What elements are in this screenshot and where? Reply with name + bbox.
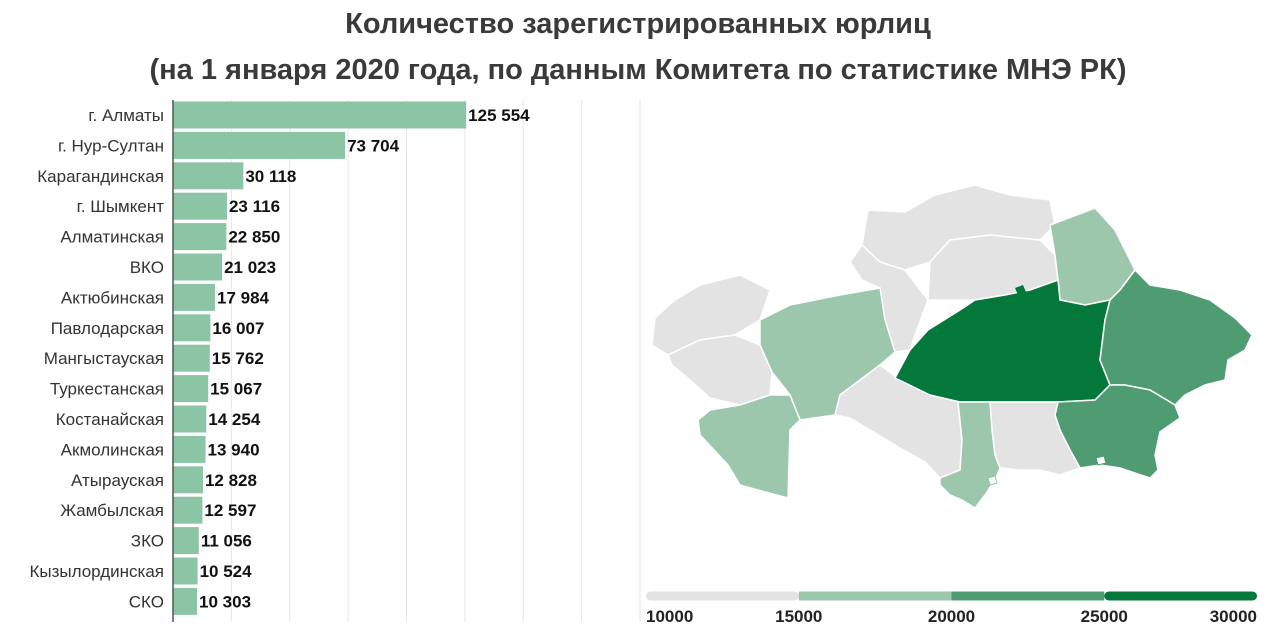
map-city-shymkent xyxy=(987,475,998,486)
value-label: 23 116 xyxy=(229,197,280,216)
bar xyxy=(173,253,223,281)
bar xyxy=(173,496,203,524)
value-label: 10 303 xyxy=(199,592,251,611)
category-label: СКО xyxy=(129,592,164,611)
legend-tick-label: 20000 xyxy=(928,607,975,626)
category-label: Карагандинская xyxy=(37,167,164,186)
category-label: Акмолинская xyxy=(61,440,164,459)
color-scale-legend: 10000 15000 20000 25000 30000 xyxy=(646,591,1257,626)
legend-bin xyxy=(798,591,952,601)
bar xyxy=(173,283,215,311)
legend-bin xyxy=(1104,591,1257,601)
value-label: 13 940 xyxy=(208,440,260,459)
category-label: Павлодарская xyxy=(51,319,164,338)
bar xyxy=(173,466,203,494)
category-label: г. Шымкент xyxy=(77,197,165,216)
category-label: Алматинская xyxy=(60,228,164,247)
bar xyxy=(173,375,209,403)
kazakhstan-region-map xyxy=(651,184,1253,509)
category-label: ЗКО xyxy=(131,532,164,551)
category-label: Костанайская xyxy=(56,410,164,429)
value-labels: 125 554 73 704 30 118 23 116 22 850 21 023 17 … xyxy=(199,106,530,611)
value-label: 22 850 xyxy=(228,228,280,247)
bar-series xyxy=(173,101,467,615)
bar xyxy=(173,527,199,555)
bar xyxy=(173,344,210,372)
category-label: ВКО xyxy=(130,258,164,277)
category-label: г. Алматы xyxy=(88,106,164,125)
value-label: 11 056 xyxy=(201,532,252,551)
bar xyxy=(173,405,207,433)
category-label: Актюбинская xyxy=(61,288,164,307)
value-label: 12 828 xyxy=(205,471,257,490)
category-label: Кызылординская xyxy=(29,562,164,581)
grid-lines xyxy=(230,100,641,622)
bar xyxy=(173,101,467,129)
chart-subtitle: (на 1 января 2020 года, по данным Комите… xyxy=(149,54,1127,86)
bar xyxy=(173,192,227,220)
value-label: 10 524 xyxy=(200,562,253,581)
legend-tick-label: 25000 xyxy=(1081,607,1128,626)
legend-tick-label: 30000 xyxy=(1210,607,1257,626)
category-label: Жамбылская xyxy=(60,501,164,520)
bar xyxy=(173,314,211,342)
value-label: 125 554 xyxy=(468,106,530,125)
map-region-mangystau xyxy=(697,394,801,499)
category-label: Мангыстауская xyxy=(44,349,164,368)
category-label: г. Нур-Султан xyxy=(58,136,164,155)
category-label: Атырауская xyxy=(71,471,164,490)
category-label: Туркестанская xyxy=(50,380,164,399)
value-label: 17 984 xyxy=(217,288,270,307)
bar xyxy=(173,162,244,190)
legend-bin xyxy=(646,591,799,601)
chart-title: Количество зарегистрированных юрлиц xyxy=(345,8,931,40)
value-label: 30 118 xyxy=(245,167,296,186)
bar xyxy=(173,223,227,251)
value-label: 16 007 xyxy=(212,319,264,338)
legend-tick-label: 10000 xyxy=(646,607,693,626)
category-labels: г. Алматы г. Нур-Султан Карагандинская г. Ш… xyxy=(29,106,164,611)
value-label: 12 597 xyxy=(204,501,256,520)
map-region-kostanay xyxy=(849,243,929,353)
map-region-turkestan xyxy=(939,401,1001,509)
map-region-vko xyxy=(1099,268,1253,406)
value-label: 15 067 xyxy=(210,380,262,399)
bar xyxy=(173,587,198,615)
bar xyxy=(173,435,206,463)
value-label: 21 023 xyxy=(224,258,276,277)
map-city-nur-sultan xyxy=(1015,285,1026,295)
value-label: 73 704 xyxy=(347,136,400,155)
legend-bin xyxy=(951,591,1105,601)
map-city-almaty xyxy=(1095,455,1107,466)
bar xyxy=(173,557,198,585)
value-label: 15 762 xyxy=(212,349,264,368)
bar xyxy=(173,131,346,159)
legend-tick-label: 15000 xyxy=(775,607,822,626)
value-label: 14 254 xyxy=(208,410,261,429)
